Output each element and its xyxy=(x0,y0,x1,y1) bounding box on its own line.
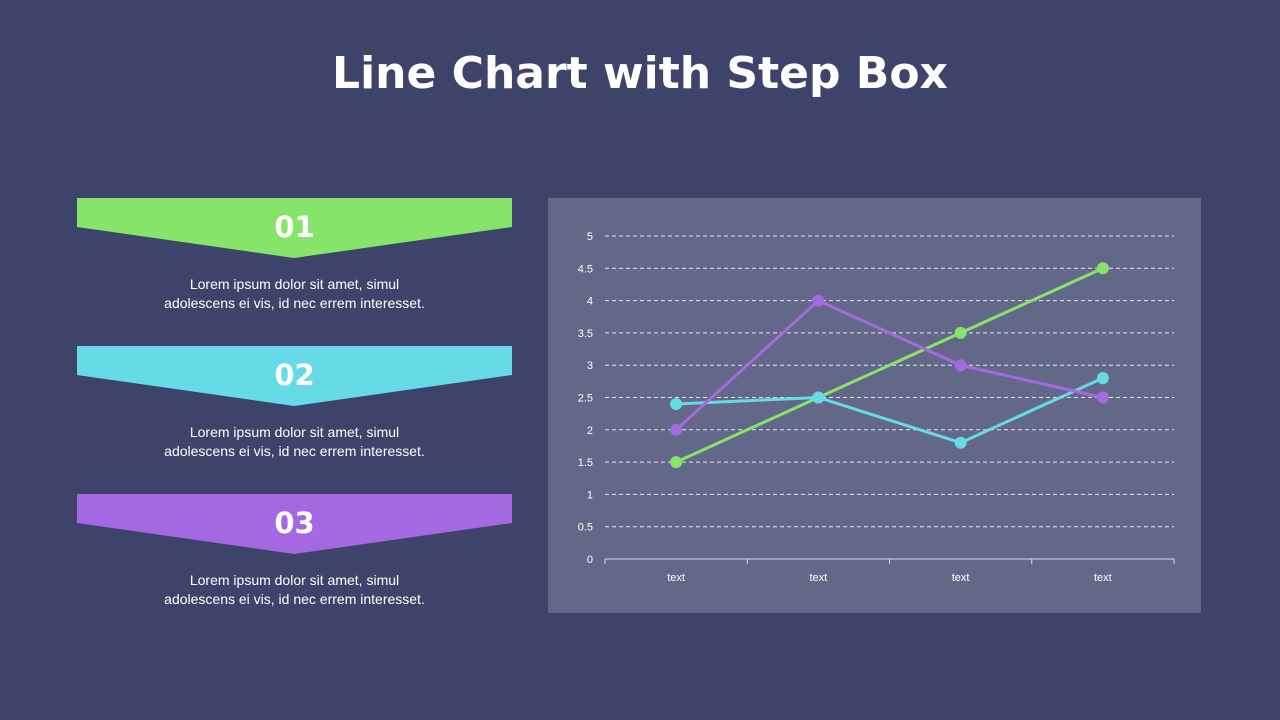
step-number: 03 xyxy=(274,506,315,540)
step-description: Lorem ipsum dolor sit amet, simul adoles… xyxy=(164,276,425,311)
x-tick-label: text xyxy=(952,572,970,584)
step-number: 02 xyxy=(274,358,315,392)
x-tick-label: text xyxy=(810,572,828,584)
series-line-3 xyxy=(675,298,1104,431)
data-point xyxy=(954,359,967,372)
data-point xyxy=(1096,372,1109,385)
data-point xyxy=(954,436,967,449)
data-point xyxy=(812,391,825,404)
y-tick-label: 4.5 xyxy=(578,263,593,275)
x-tick-label: text xyxy=(667,572,685,584)
data-point xyxy=(812,294,825,307)
data-point xyxy=(954,326,967,339)
chart-panel: 0 0.5 1 1.5 2 2.5 3 3.5 4 4.5 5 text text text text xyxy=(548,198,1201,613)
y-tick-label: 0.5 xyxy=(578,522,593,534)
data-point xyxy=(1096,262,1109,275)
step-arrow-shape xyxy=(77,346,512,406)
step-arrow-shape xyxy=(77,494,512,554)
y-tick-label: 3.5 xyxy=(578,328,593,340)
y-tick-label: 1.5 xyxy=(578,457,593,469)
step-arrow-shape xyxy=(77,198,512,258)
step-description: Lorem ipsum dolor sit amet, simul adoles… xyxy=(164,572,425,607)
data-point xyxy=(670,397,683,410)
y-tick-label: 1 xyxy=(587,489,593,501)
x-tick-label: text xyxy=(1094,572,1112,584)
data-point xyxy=(670,456,683,469)
data-point xyxy=(670,423,683,436)
y-tick-label: 4 xyxy=(587,296,593,308)
y-tick-label: 2.5 xyxy=(578,393,593,405)
line-chart: 0 0.5 1 1.5 2 2.5 3 3.5 4 4.5 5 text text text text xyxy=(578,231,1175,584)
y-tick-label: 5 xyxy=(587,231,593,243)
page-title: Line Chart with Step Box xyxy=(332,48,948,99)
series-line-1 xyxy=(675,266,1104,464)
series-line-2 xyxy=(676,376,1104,445)
y-tick-label: 3 xyxy=(587,360,593,372)
y-tick-label: 0 xyxy=(587,554,593,566)
y-tick-label: 2 xyxy=(587,425,593,437)
step-description: Lorem ipsum dolor sit amet, simul adoles… xyxy=(164,424,425,459)
data-point xyxy=(1096,391,1109,404)
step-number: 01 xyxy=(274,210,315,244)
